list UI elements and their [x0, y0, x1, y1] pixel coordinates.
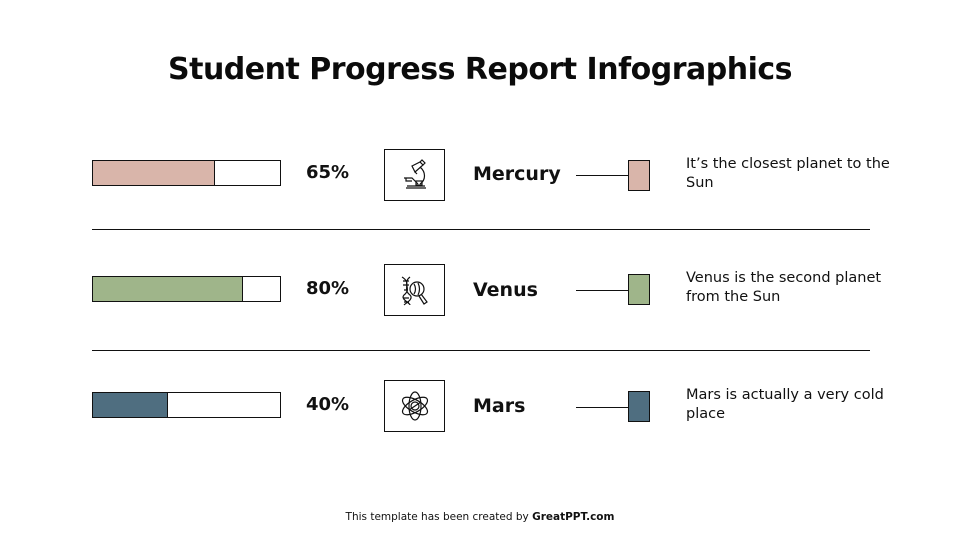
percent-label: 40% — [306, 394, 350, 415]
planet-description: Mars is actually a very cold place — [686, 387, 884, 422]
footer-brand-link[interactable]: GreatPPT.com — [532, 511, 615, 523]
planet-description: Venus is the second planet from the Sun — [686, 270, 882, 305]
connector-line — [576, 290, 628, 291]
page-title: Student Progress Report Infographics — [168, 52, 793, 87]
progress-row-mercury: 65% Mercury It’s the closest planet to t… — [0, 146, 960, 206]
divider — [92, 229, 870, 230]
icon-frame — [384, 149, 445, 201]
planet-name: Mars — [473, 395, 526, 417]
microscope-icon — [403, 159, 426, 189]
progress-bar-fill — [93, 277, 243, 301]
divider — [92, 350, 870, 351]
progress-bar-fill — [93, 393, 168, 417]
progress-row-mars: 40% Mars Mars is actually a very cold pl… — [0, 378, 960, 438]
percent-label: 65% — [306, 162, 350, 183]
planet-name: Mercury — [473, 163, 561, 185]
icon-frame — [384, 264, 445, 316]
progress-bar — [92, 160, 281, 186]
connector-line — [576, 407, 628, 408]
planet-description: It’s the closest planet to the Sun — [686, 156, 890, 191]
percent-label: 80% — [306, 278, 350, 299]
color-swatch — [628, 160, 650, 191]
footer-credit: This template has been created by GreatP… — [0, 511, 960, 523]
icon-frame — [384, 380, 445, 432]
connector-line — [576, 175, 628, 176]
progress-bar — [92, 276, 281, 302]
color-swatch — [628, 391, 650, 422]
dna-magnifier-icon — [401, 276, 428, 306]
progress-bar — [92, 392, 281, 418]
planet-name: Venus — [473, 279, 538, 301]
progress-bar-fill — [93, 161, 215, 185]
atom-icon — [401, 391, 428, 421]
progress-row-venus: 80% Venus Venus is the second planet fro… — [0, 262, 960, 322]
footer-prefix: This template has been created by — [345, 511, 533, 523]
color-swatch — [628, 274, 650, 305]
